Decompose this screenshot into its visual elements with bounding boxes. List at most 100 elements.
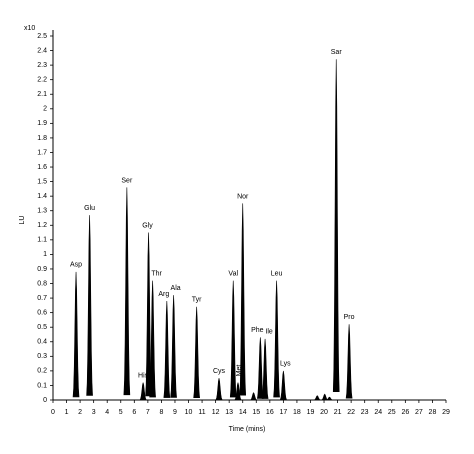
y-tick-label: 0.8	[37, 280, 47, 287]
x-tick-label: 26	[401, 409, 409, 416]
peak-label: Tyr	[192, 297, 202, 304]
y-tick-label: 0	[43, 397, 47, 404]
y-tick-label: 0.5	[37, 324, 47, 331]
peak	[239, 203, 247, 396]
y-tick-label: 1.9	[37, 120, 47, 127]
peak	[345, 324, 353, 399]
peak-label: Phe	[251, 327, 264, 334]
x-tick-label: 3	[92, 409, 96, 416]
x-tick-label: 9	[173, 409, 177, 416]
y-tick-label: 1.4	[37, 193, 47, 200]
x-axis-title: Time (mins)	[229, 426, 266, 433]
peak	[170, 295, 177, 398]
peak	[72, 271, 80, 398]
peak-label: Pro	[344, 314, 355, 321]
peak-label: Arg	[158, 291, 169, 298]
peak	[314, 395, 321, 401]
peak	[139, 382, 147, 400]
y-tick-label: 1.3	[37, 208, 47, 215]
x-tick-label: 6	[132, 409, 136, 416]
y-tick-label: 1.1	[37, 237, 47, 244]
peak	[149, 280, 156, 398]
x-tick-label: 19	[307, 409, 315, 416]
peak	[256, 337, 264, 399]
peak-label: Glu	[84, 205, 95, 212]
peak	[215, 378, 223, 400]
peak	[249, 392, 258, 401]
x-tick-label: 29	[442, 409, 450, 416]
y-tick-label: 2.3	[37, 62, 47, 69]
x-tick-label: 22	[347, 409, 355, 416]
y-tick-label: 0.3	[37, 353, 47, 360]
x-tick-label: 10	[185, 409, 193, 416]
x-tick-label: 28	[429, 409, 437, 416]
y-tick-label: 0.9	[37, 266, 47, 273]
x-tick-label: 8	[159, 409, 163, 416]
peak-label: His	[138, 372, 149, 379]
y-tick-label: 1.6	[37, 164, 47, 171]
peak-label: Ala	[171, 285, 181, 292]
y-tick-label: 2.2	[37, 77, 47, 84]
peak-label: Cys	[213, 368, 226, 375]
y-tick-label: 1.2	[37, 222, 47, 229]
y-tick-label: 0.1	[37, 382, 47, 389]
peak-label: Asp	[70, 262, 82, 269]
peak-label: Lys	[280, 361, 291, 368]
x-tick-label: 4	[105, 409, 109, 416]
peak-label: Gly	[142, 222, 153, 229]
y-multiplier: x10	[24, 25, 35, 32]
x-tick-label: 21	[334, 409, 342, 416]
x-tick-label: 18	[293, 409, 301, 416]
y-tick-label: 0.6	[37, 309, 47, 316]
x-tick-label: 16	[266, 409, 274, 416]
x-tick-label: 0	[51, 409, 55, 416]
peak	[273, 280, 280, 398]
y-tick-label: 2.5	[37, 33, 47, 40]
x-tick-label: 15	[252, 409, 260, 416]
x-tick-label: 23	[361, 409, 369, 416]
peak	[261, 338, 269, 399]
peak-label: Val	[228, 270, 238, 277]
x-tick-label: 11	[198, 409, 205, 416]
peak	[332, 59, 340, 393]
peak	[320, 393, 329, 401]
x-tick-label: 7	[146, 409, 150, 416]
peak-label: Thr	[151, 270, 162, 277]
x-tick-label: 27	[415, 409, 423, 416]
peak	[229, 280, 237, 398]
x-tick-label: 1	[65, 409, 69, 416]
peak	[123, 187, 131, 396]
peak-label: Sar	[331, 49, 343, 56]
peak	[326, 396, 333, 401]
y-tick-label: 2	[43, 106, 47, 113]
peak-label: Leu	[271, 270, 283, 277]
peak	[163, 300, 171, 398]
x-tick-label: 2	[78, 409, 82, 416]
x-tick-label: 12	[212, 409, 220, 416]
y-tick-label: 0.4	[37, 339, 47, 346]
y-axis-title: LU	[19, 216, 26, 225]
y-tick-label: 0.7	[37, 295, 47, 302]
y-tick-label: 2.1	[37, 91, 47, 98]
x-tick-label: 20	[320, 409, 328, 416]
peak-label: Ile	[265, 329, 273, 336]
y-tick-label: 0.2	[37, 368, 47, 375]
peak-label: Ser	[121, 177, 133, 184]
peak-label: Met	[236, 365, 243, 377]
peak-label: Nor	[237, 193, 249, 200]
x-tick-label: 25	[388, 409, 396, 416]
y-tick-label: 1.8	[37, 135, 47, 142]
x-tick-label: 5	[119, 409, 123, 416]
y-tick-label: 1.5	[37, 178, 47, 185]
peak	[86, 215, 93, 396]
x-tick-label: 13	[225, 409, 233, 416]
x-tick-label: 14	[239, 409, 247, 416]
y-tick-label: 2.4	[37, 47, 47, 54]
peak	[279, 370, 287, 400]
y-tick-label: 1.7	[37, 149, 47, 156]
peak	[193, 306, 200, 399]
x-tick-label: 24	[374, 409, 382, 416]
x-tick-label: 17	[279, 409, 287, 416]
